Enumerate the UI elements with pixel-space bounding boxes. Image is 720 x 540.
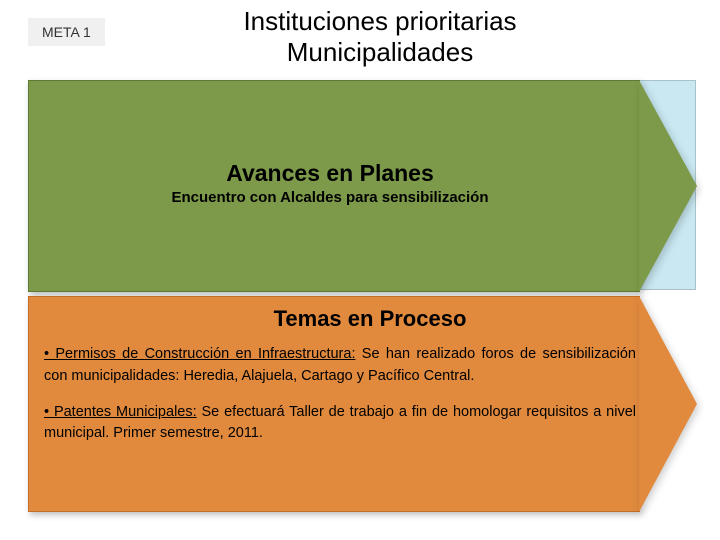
meta-badge: META 1 [28,18,105,46]
green-heading: Avances en Planes [40,160,620,187]
title-line-2: Municipalidades [287,37,473,67]
green-subtitle: Encuentro con Alcaldes para sensibilizac… [40,189,620,206]
bullet-1: • Permisos de Construcción en Infraestru… [44,344,636,388]
orange-content: Temas en Proceso • Permisos de Construcc… [44,306,636,459]
green-content: Avances en Planes Encuentro con Alcaldes… [40,160,620,206]
orange-arrow-block: Temas en Proceso • Permisos de Construcc… [28,296,700,512]
page-title: Instituciones prioritarias Municipalidad… [170,6,590,68]
bullet-1-lead: • Permisos de Construcción en Infraestru… [44,346,355,362]
bullet-2-lead: • Patentes Municipales: [44,404,197,420]
orange-heading: Temas en Proceso [44,306,636,332]
green-arrow-point-icon [639,80,697,292]
orange-arrow-point-icon [639,296,697,512]
title-line-1: Instituciones prioritarias [243,6,516,36]
bullet-2: • Patentes Municipales: Se efectuará Tal… [44,402,636,446]
green-arrow-block: Avances en Planes Encuentro con Alcaldes… [28,80,700,292]
